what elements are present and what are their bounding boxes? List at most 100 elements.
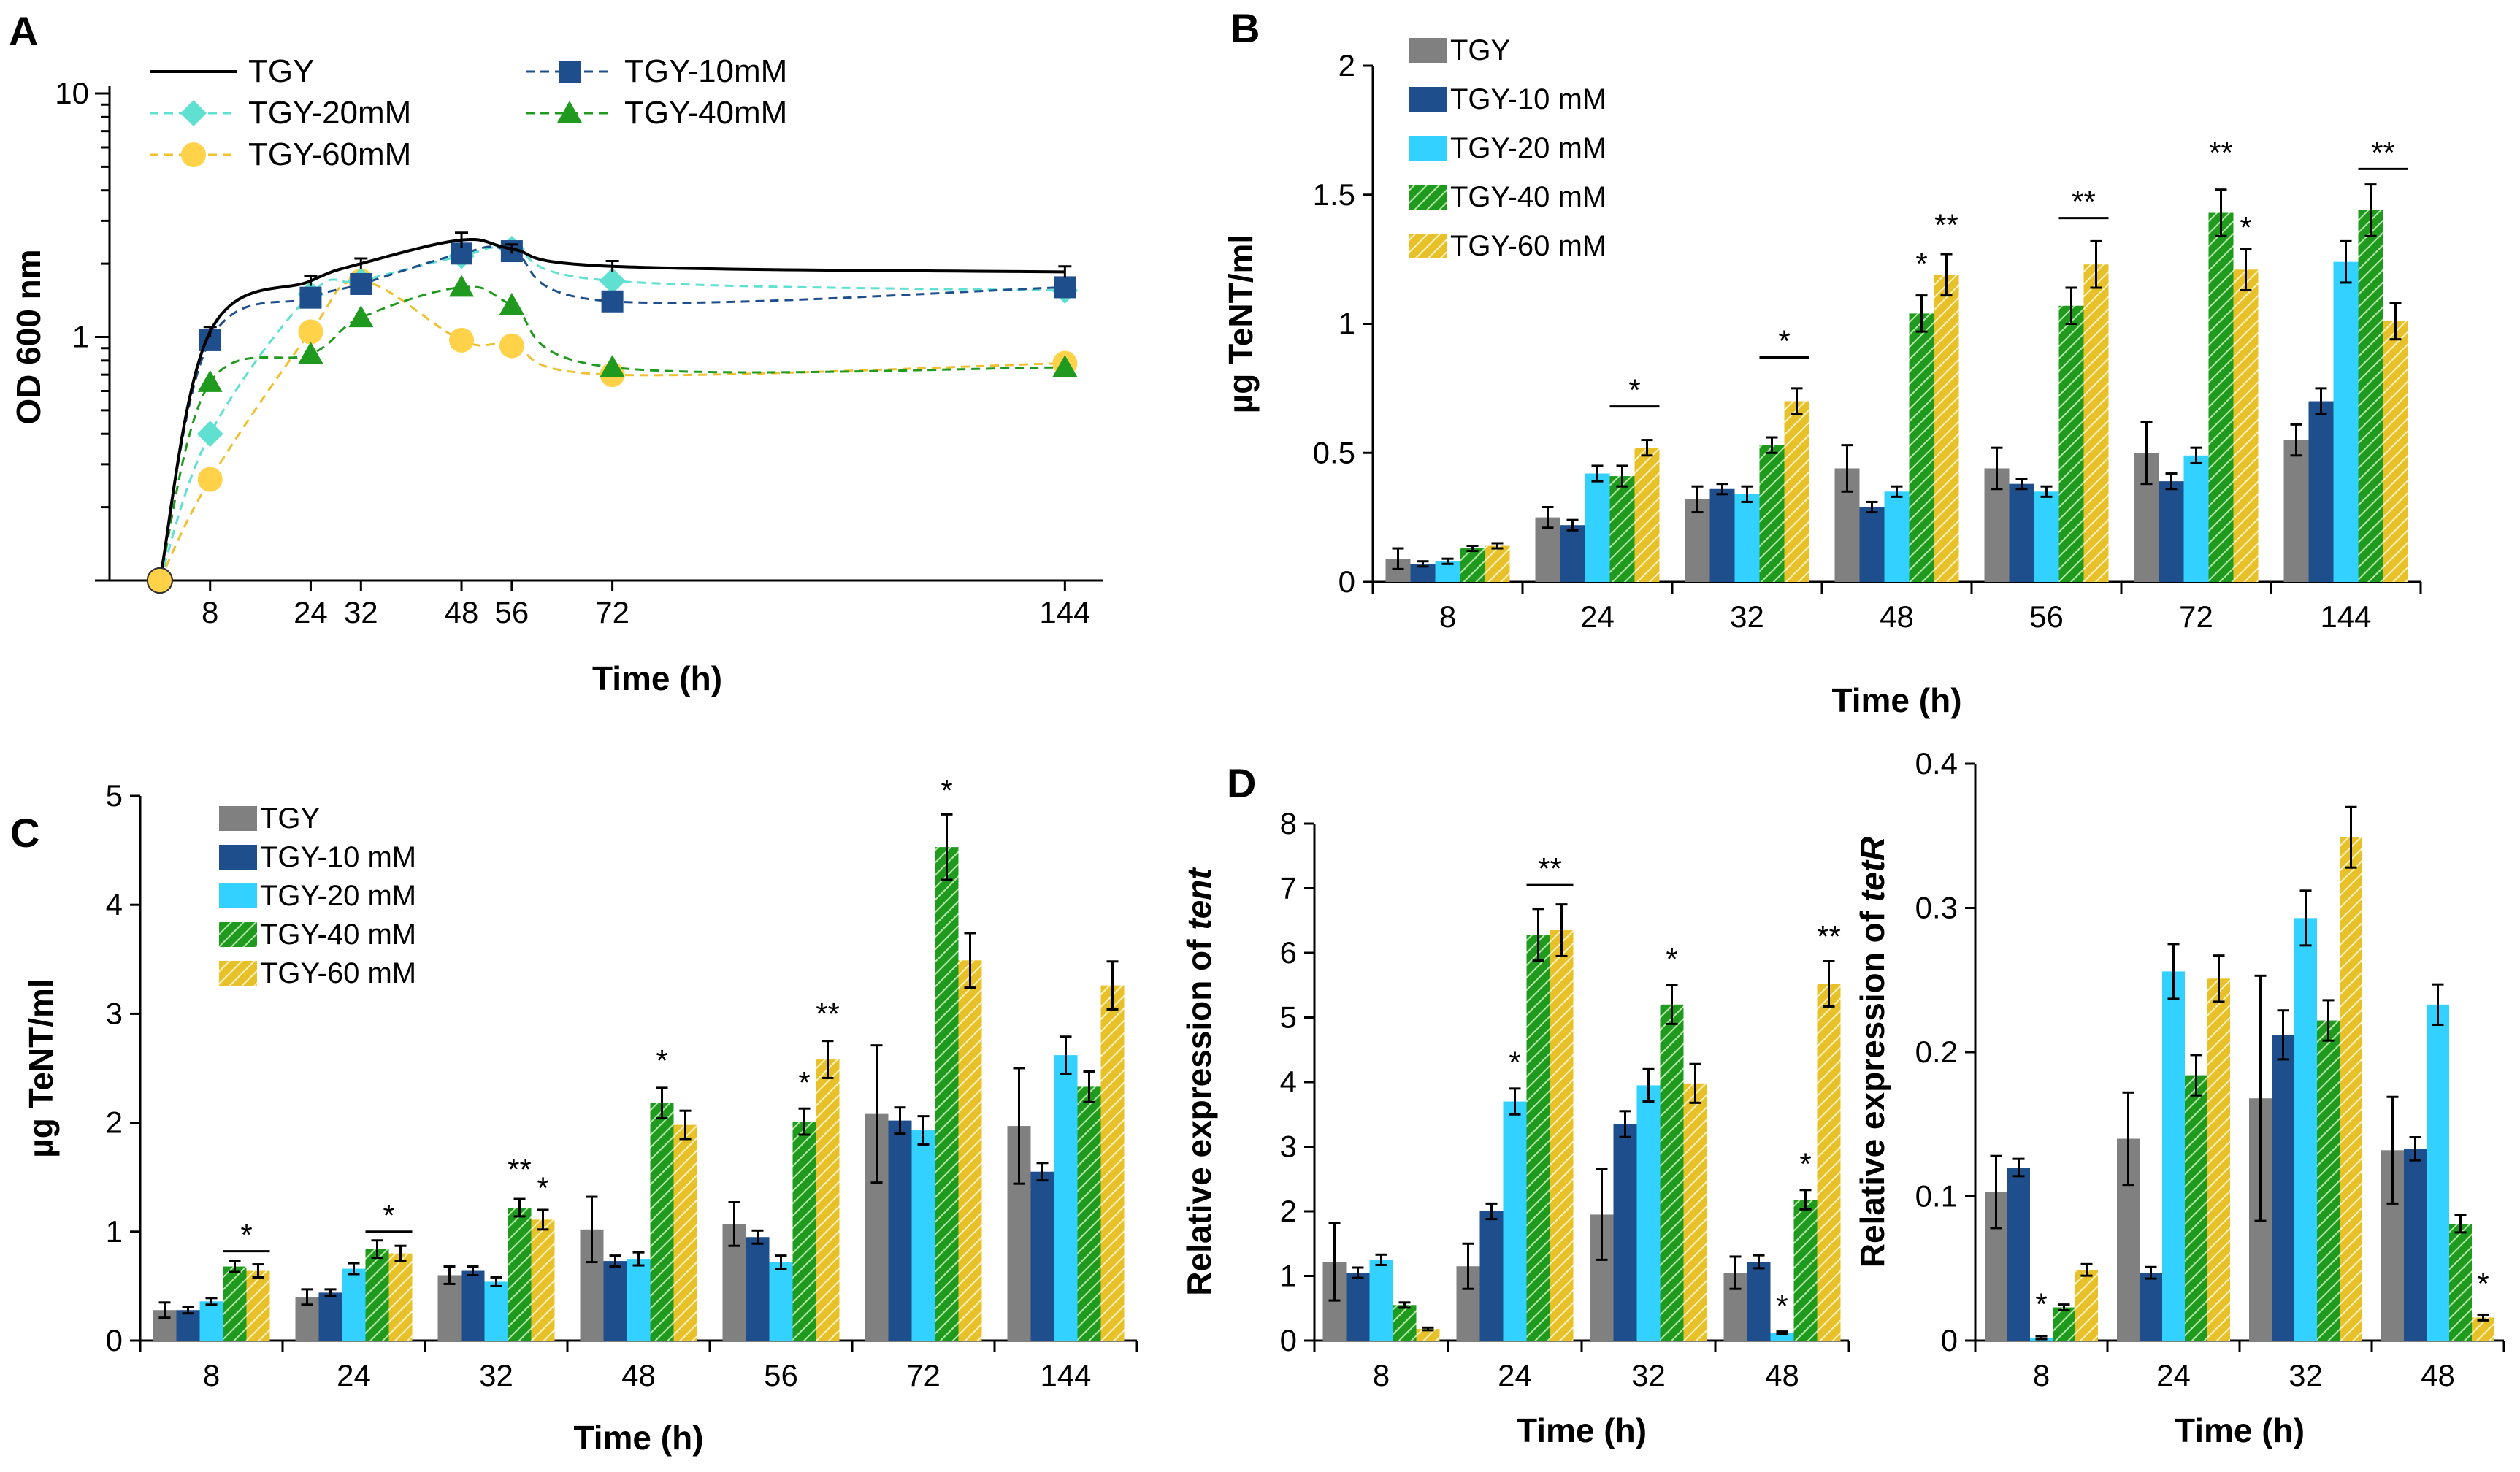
bar-d-tetr xyxy=(2207,978,2230,1341)
panel-label-a: A xyxy=(9,8,38,54)
bar-d-tent xyxy=(1526,935,1550,1341)
legend-label-a: TGY xyxy=(248,53,314,89)
bar-b xyxy=(2308,401,2334,582)
bar-d-tent xyxy=(1393,1305,1417,1341)
x-axis-label-d-tetr: Time (h) xyxy=(2175,1411,2305,1449)
bar-c xyxy=(365,1249,389,1341)
bar-c xyxy=(508,1207,532,1341)
bar-d-tent xyxy=(1770,1333,1794,1341)
legend-swatch-c xyxy=(219,845,257,870)
bar-b xyxy=(1759,445,1785,582)
bar-d-tetr xyxy=(2404,1149,2427,1341)
y-tick-label-d-tent: 1 xyxy=(1280,1259,1297,1293)
bar-b xyxy=(1934,275,1959,582)
bar-c xyxy=(603,1261,627,1341)
y-tick-label-d-tent: 8 xyxy=(1280,806,1297,840)
bar-b xyxy=(1609,476,1635,582)
legend-item-a-tgy-60mm: TGY-60mM xyxy=(150,137,411,172)
significance-marker-d-tent: * xyxy=(1799,1147,1811,1181)
y-tick-label-d-tent: 0 xyxy=(1280,1323,1297,1357)
series-line-a-tgy-60mm xyxy=(158,280,1065,581)
series-d-tent-tgy-60-mm xyxy=(1416,903,1841,1341)
legend-item-a-tgy-40mm: TGY-40mM xyxy=(526,95,787,131)
series-b-tgy xyxy=(1385,421,2309,582)
legend-marker-a xyxy=(180,100,207,126)
legend-label-a: TGY-60mM xyxy=(248,137,411,172)
x-tick-label-b: 48 xyxy=(1880,599,1914,634)
y-axis-label-prefix: Relative expression of xyxy=(1180,930,1218,1296)
legend-label-c: TGY-40 mM xyxy=(260,919,416,951)
x-tick-label-d-tent: 48 xyxy=(1765,1358,1799,1392)
series-d-tent-tgy-20-mm xyxy=(1369,1067,1794,1341)
y-tick-label-c: 3 xyxy=(106,996,123,1030)
legend-item-a-tgy-20mm: TGY-20mM xyxy=(150,95,411,131)
series-b-tgy-10-mm xyxy=(1410,387,2334,582)
significance-marker-b: ** xyxy=(2371,135,2395,169)
significance-marker-c: * xyxy=(656,1043,667,1078)
data-point-a-tgy-60mm xyxy=(197,467,223,492)
y-tick-label-c: 2 xyxy=(106,1105,123,1140)
legend-marker-a xyxy=(559,61,581,83)
bar-b xyxy=(1709,488,1735,582)
series-d-tent-tgy xyxy=(1322,1168,1747,1341)
bar-d-tetr xyxy=(2140,1273,2162,1341)
bar-c xyxy=(199,1301,223,1341)
x-axis-label-d-tent: Time (h) xyxy=(1517,1411,1647,1449)
bar-d-tetr xyxy=(2272,1035,2294,1341)
x-tick-label-c: 56 xyxy=(764,1358,798,1392)
y-tick-label-d-tent: 4 xyxy=(1280,1065,1297,1099)
x-tick-label-c: 72 xyxy=(906,1358,941,1392)
bar-b xyxy=(2083,264,2109,582)
series-a-tgy xyxy=(146,231,1072,594)
bar-d-tent xyxy=(1416,1329,1440,1341)
y-tick-label-b: 0 xyxy=(1338,564,1355,599)
bar-c xyxy=(911,1130,935,1341)
bar-d-tent xyxy=(1550,930,1574,1341)
legend-swatch-b xyxy=(1409,87,1447,112)
x-tick-label-c: 32 xyxy=(479,1358,513,1392)
bar-d-tetr xyxy=(2007,1168,2030,1341)
x-tick-label-d-tetr: 24 xyxy=(2156,1358,2191,1392)
x-tick-label-a: 72 xyxy=(595,595,629,629)
series-c-tgy xyxy=(153,1044,1031,1341)
bar-b xyxy=(2333,261,2359,582)
x-tick-label-a: 32 xyxy=(344,595,378,629)
bar-c xyxy=(769,1262,793,1341)
significance-marker-c: * xyxy=(798,1065,810,1100)
y-tick-label-b: 1.5 xyxy=(1313,177,1355,212)
legend-item-c-tgy-10-mm: TGY-10 mM xyxy=(219,841,416,873)
bar-d-tetr xyxy=(2294,918,2317,1341)
y-tick-label-d-tent: 2 xyxy=(1280,1194,1297,1228)
bar-c xyxy=(1054,1055,1078,1341)
x-tick-label-b: 144 xyxy=(2320,599,2371,634)
legend-label-a: TGY-20mM xyxy=(248,95,411,131)
y-tick-label-c: 4 xyxy=(106,887,123,921)
significance-marker-d-tent: * xyxy=(1776,1289,1788,1323)
data-point-a-tgy-10mm xyxy=(350,272,372,295)
bar-b xyxy=(2358,210,2383,582)
y-tick-label-d-tetr: 0.4 xyxy=(1915,746,1958,781)
significance-marker-d-tetr: * xyxy=(2035,1287,2047,1321)
data-point-a-tgy-20mm xyxy=(196,421,223,448)
x-tick-label-a: 144 xyxy=(1039,595,1090,629)
bar-d-tent xyxy=(1369,1260,1393,1341)
series-c-tgy-10-mm xyxy=(176,1106,1054,1341)
legend-swatch-c xyxy=(219,961,257,986)
x-tick-label-a: 24 xyxy=(294,595,328,629)
x-tick-label-d-tetr: 32 xyxy=(2289,1358,2323,1392)
legend-swatch-c xyxy=(219,883,257,908)
x-tick-label-c: 24 xyxy=(337,1358,371,1392)
significance-marker-d-tent: ** xyxy=(1538,851,1562,886)
significance-marker-b: * xyxy=(1778,323,1790,358)
legend-label-b: TGY-10 mM xyxy=(1450,83,1606,115)
bar-b xyxy=(2208,212,2234,582)
data-point-a-tgy-40mm xyxy=(197,369,223,392)
bar-c xyxy=(816,1059,840,1341)
data-point-a-tgy-40mm xyxy=(298,342,323,364)
bar-b xyxy=(1734,494,1760,582)
y-axis-label-gene: tetR xyxy=(1853,837,1891,902)
bar-c xyxy=(223,1266,247,1341)
series-c-tgy-20-mm xyxy=(199,1035,1078,1341)
bar-c xyxy=(627,1259,651,1341)
x-tick-label-d-tent: 32 xyxy=(1631,1358,1666,1392)
